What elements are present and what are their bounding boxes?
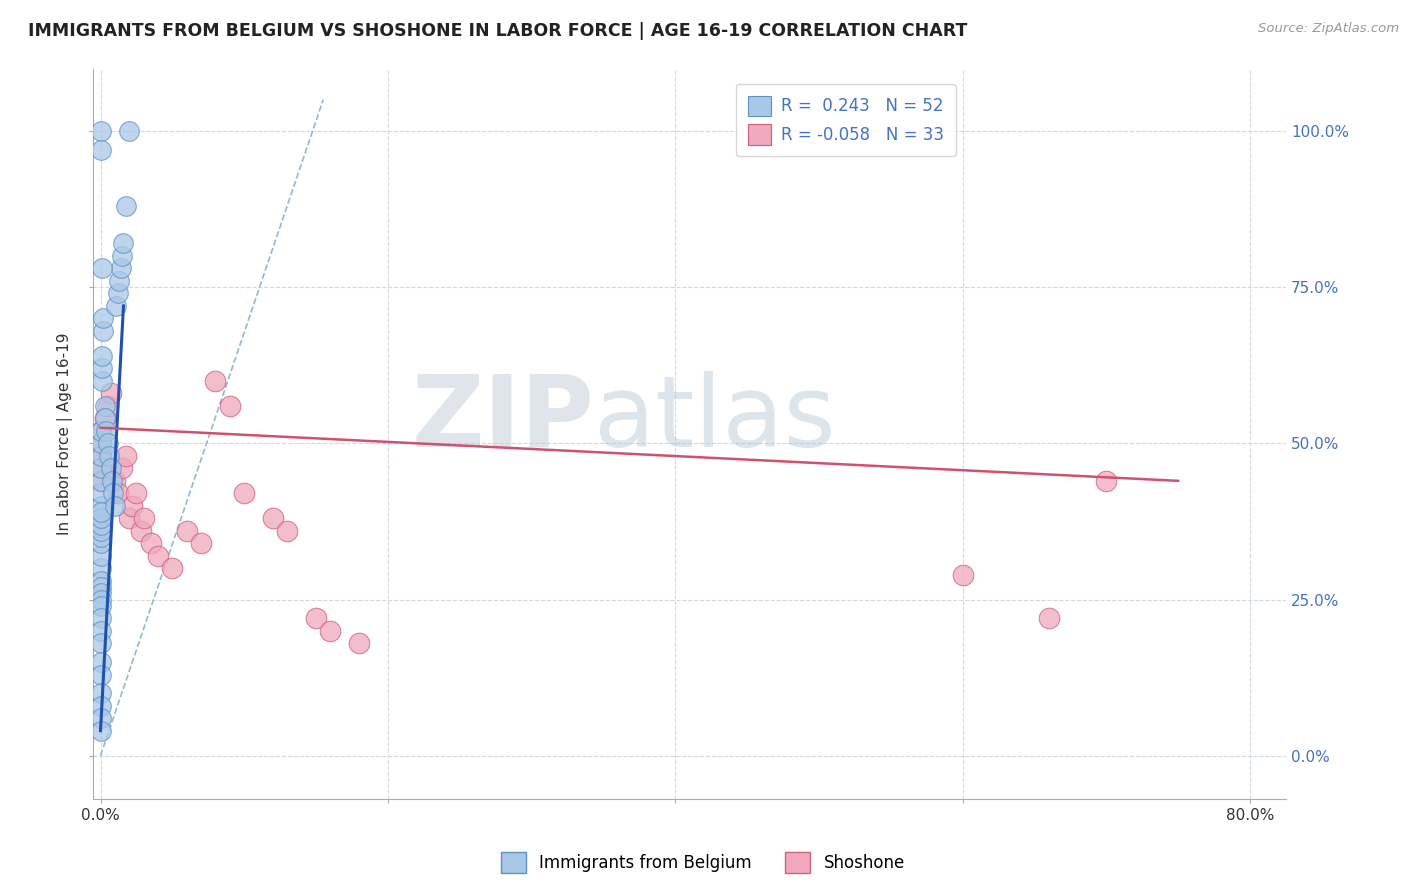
Point [89,586,111,600]
Point [89,461,111,475]
Point [91,374,114,388]
Point [111,249,134,263]
Point [89,549,111,563]
Point [233,486,256,500]
Point [176,524,198,538]
Point [952,567,974,582]
Point [103,486,125,500]
Point [89,574,111,588]
Point [112,236,135,251]
Point [93,311,115,326]
Point [89,486,111,500]
Point [89,449,111,463]
Text: atlas: atlas [595,371,835,468]
Point [104,474,127,488]
Point [91,349,114,363]
Point [89,611,111,625]
Point [105,299,128,313]
Point [89,461,111,475]
Point [139,536,162,550]
Point [319,624,342,638]
Point [347,636,370,650]
Point [89,474,111,488]
Point [97,436,120,450]
Text: ZIP: ZIP [412,371,595,468]
Point [94,411,117,425]
Point [89,499,111,513]
Point [89,655,111,669]
Point [89,143,111,157]
Point [104,499,127,513]
Point [89,592,111,607]
Point [89,636,111,650]
Point [118,124,141,138]
Point [96,424,118,438]
Point [115,449,138,463]
Legend: Immigrants from Belgium, Shoshone: Immigrants from Belgium, Shoshone [495,846,911,880]
Point [89,580,111,594]
Y-axis label: In Labor Force | Age 16-19: In Labor Force | Age 16-19 [58,333,73,535]
Point [98,449,121,463]
Point [91,261,114,276]
Point [218,399,240,413]
Point [91,361,114,376]
Point [89,449,111,463]
Point [1038,611,1060,625]
Point [305,611,328,625]
Point [146,549,169,563]
Point [276,524,298,538]
Point [162,561,184,575]
Point [101,474,124,488]
Point [125,486,148,500]
Point [110,261,132,276]
Point [132,511,155,525]
Point [115,199,138,213]
Point [89,524,111,538]
Point [129,524,152,538]
Point [89,536,111,550]
Point [89,517,111,532]
Point [89,667,111,681]
Point [107,286,129,301]
Point [111,461,134,475]
Point [89,686,111,700]
Point [262,511,284,525]
Point [108,274,131,288]
Point [97,399,120,413]
Point [89,436,111,450]
Point [1095,474,1118,488]
Point [89,561,111,575]
Point [89,424,111,438]
Legend: R =  0.243   N = 52, R = -0.058   N = 33: R = 0.243 N = 52, R = -0.058 N = 33 [735,84,956,156]
Point [89,511,111,525]
Point [118,511,141,525]
Point [89,599,111,613]
Point [94,411,117,425]
Point [89,624,111,638]
Point [89,505,111,519]
Point [89,711,111,725]
Point [89,474,111,488]
Point [121,499,143,513]
Point [89,530,111,544]
Point [107,486,129,500]
Point [100,386,122,401]
Point [89,436,111,450]
Point [94,399,117,413]
Text: Source: ZipAtlas.com: Source: ZipAtlas.com [1258,22,1399,36]
Point [89,511,111,525]
Point [89,723,111,738]
Point [89,424,111,438]
Point [204,374,226,388]
Text: IMMIGRANTS FROM BELGIUM VS SHOSHONE IN LABOR FORCE | AGE 16-19 CORRELATION CHART: IMMIGRANTS FROM BELGIUM VS SHOSHONE IN L… [28,22,967,40]
Point [93,324,115,338]
Point [89,124,111,138]
Point [190,536,212,550]
Point [89,698,111,713]
Point [100,461,122,475]
